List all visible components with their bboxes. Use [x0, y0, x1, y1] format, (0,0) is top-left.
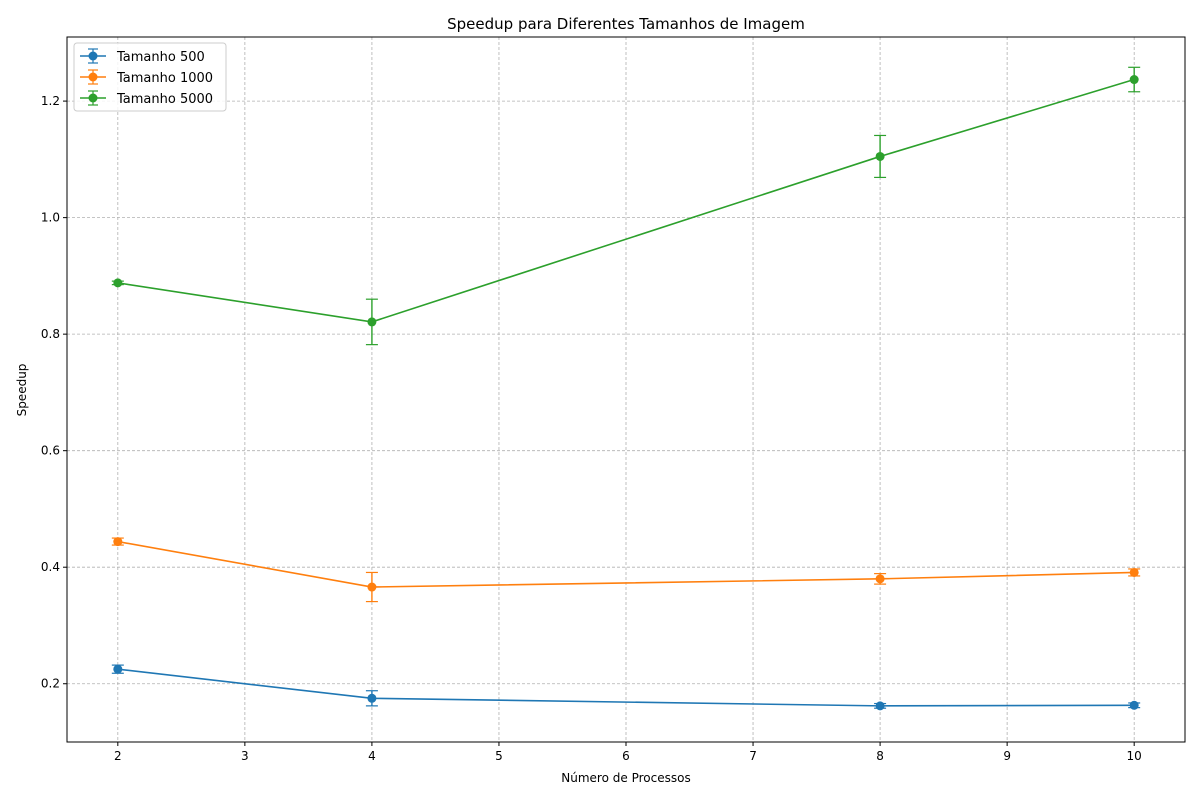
legend-marker — [88, 72, 98, 82]
data-point — [113, 278, 123, 288]
legend-label: Tamanho 1000 — [116, 71, 213, 86]
y-tick-label: 0.4 — [41, 560, 60, 574]
data-point — [367, 317, 377, 327]
legend-box — [73, 42, 227, 112]
series-2 — [111, 66, 1141, 346]
series-line — [117, 668, 1135, 707]
data-point — [367, 693, 377, 703]
legend-marker — [88, 93, 98, 103]
legend-entry: Tamanho 500 — [80, 48, 205, 65]
y-tick-label: 1.0 — [41, 211, 60, 225]
series-line — [117, 540, 1135, 588]
x-tick-label: 10 — [1127, 749, 1142, 763]
data-point — [875, 701, 885, 711]
y-tick-label: 0.6 — [41, 444, 60, 458]
x-tick-label: 5 — [495, 749, 503, 763]
x-axis-title: Número de Processos — [561, 771, 690, 785]
data-point — [1129, 700, 1139, 710]
series-1 — [111, 537, 1141, 603]
x-tick-label: 8 — [876, 749, 884, 763]
legend: Tamanho 500 Tamanho 1000 Tamanho 5000 — [73, 42, 227, 112]
x-tick-label: 7 — [749, 749, 757, 763]
legend-marker — [88, 51, 98, 61]
data-point — [113, 537, 123, 547]
legend-entry: Tamanho 5000 — [80, 90, 213, 107]
data-point — [367, 582, 377, 592]
data-point — [1129, 75, 1139, 85]
data-point — [875, 574, 885, 584]
chart-title: Speedup para Diferentes Tamanhos de Imag… — [447, 15, 805, 33]
legend-label: Tamanho 5000 — [116, 92, 213, 107]
data-point — [1129, 567, 1139, 577]
y-axis-title: Speedup — [15, 364, 29, 417]
x-tick-label: 9 — [1003, 749, 1011, 763]
legend-entry: Tamanho 1000 — [80, 69, 213, 86]
axis-ticks: 2 3 4 5 6 7 8 9 10 0.2 0.4 0.6 0.8 1.0 1.2 — [41, 94, 1142, 763]
series-layer — [111, 66, 1141, 711]
series-0 — [111, 664, 1141, 711]
x-tick-label: 2 — [114, 749, 122, 763]
series-line — [117, 78, 1135, 323]
data-point — [113, 664, 123, 674]
data-point — [875, 151, 885, 161]
x-tick-label: 4 — [368, 749, 376, 763]
y-tick-label: 0.8 — [41, 327, 60, 341]
x-tick-label: 6 — [622, 749, 630, 763]
x-tick-label: 3 — [241, 749, 249, 763]
y-tick-label: 0.2 — [41, 677, 60, 691]
legend-label: Tamanho 500 — [116, 50, 205, 65]
y-tick-label: 1.2 — [41, 94, 60, 108]
grid-lines — [67, 37, 1185, 742]
